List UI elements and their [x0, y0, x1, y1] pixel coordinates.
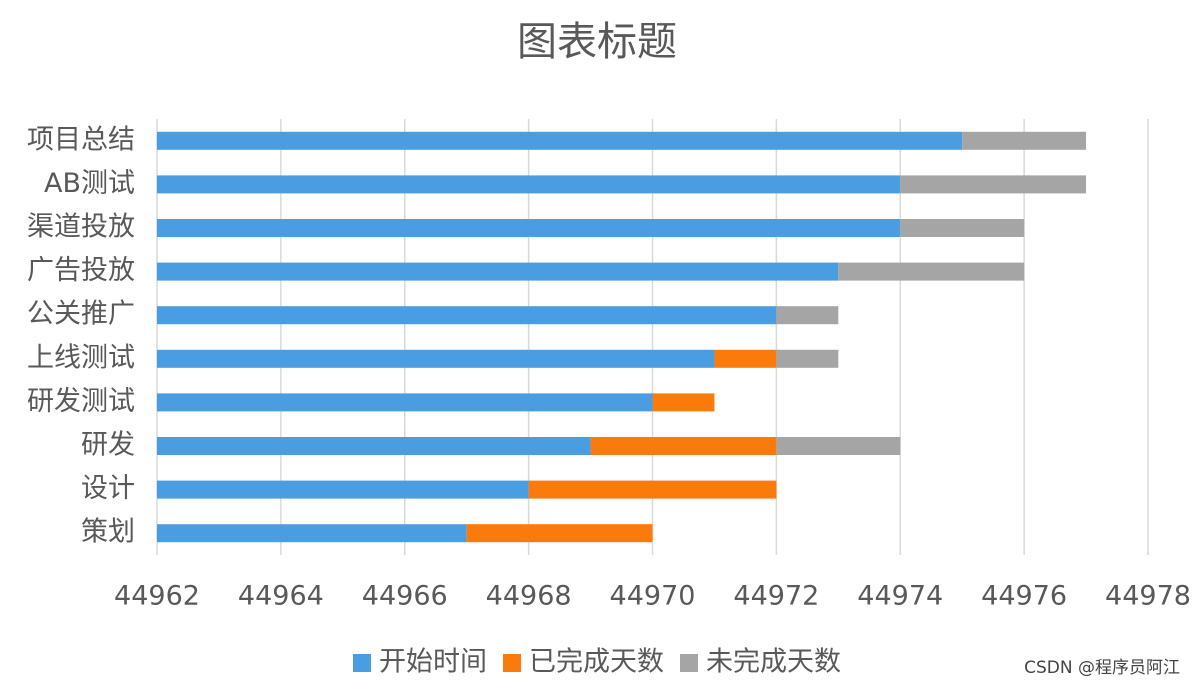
x-tick-label: 44978: [1105, 581, 1191, 612]
y-tick-label: 研发测试: [27, 386, 135, 417]
legend-swatch: [680, 654, 698, 672]
bar-segment: [776, 437, 901, 455]
y-tick-label: 设计: [81, 473, 135, 504]
legend-label: 未完成天数: [706, 647, 841, 678]
bar-segment: [157, 349, 715, 368]
y-tick-label: 研发: [81, 430, 135, 461]
x-tick-label: 44962: [114, 581, 200, 612]
x-tick-label: 44970: [610, 581, 696, 612]
legend-swatch: [353, 654, 371, 672]
bar-segment: [528, 480, 777, 499]
bar-segment: [900, 175, 1087, 194]
x-tick-label: 44972: [733, 581, 819, 612]
legend-label: 已完成天数: [529, 647, 664, 678]
legend-swatch: [503, 654, 521, 672]
bar-segment: [900, 219, 1025, 237]
bar-segment: [157, 524, 467, 543]
y-tick-label: AB测试: [44, 168, 135, 199]
watermark: CSDN @程序员阿江: [1024, 658, 1180, 678]
bar-segment: [157, 131, 963, 150]
x-tick-label: 44966: [362, 581, 448, 612]
y-tick-label: 项目总结: [27, 124, 135, 155]
bar-segment: [652, 393, 715, 412]
y-tick-label: 渠道投放: [27, 212, 135, 243]
bar-segment: [590, 437, 777, 455]
x-tick-label: 44976: [981, 581, 1067, 612]
bar-segment: [157, 219, 901, 237]
y-tick-label: 公关推广: [27, 299, 135, 330]
bar-segment: [776, 349, 839, 368]
bar-segment: [157, 480, 529, 499]
x-tick-label: 44968: [486, 581, 572, 612]
chart-title: 图表标题: [517, 19, 677, 65]
bar-segment: [714, 349, 777, 368]
bar-segment: [157, 306, 777, 325]
bar-segment: [157, 175, 901, 194]
y-tick-label: 上线测试: [27, 342, 135, 373]
bar-segment: [157, 262, 839, 281]
x-tick-label: 44964: [238, 581, 324, 612]
x-tick-label: 44974: [857, 581, 943, 612]
y-tick-label: 策划: [81, 517, 135, 548]
bar-segment: [962, 131, 1087, 150]
bar-segment: [157, 393, 653, 412]
bar-segment: [466, 524, 653, 543]
bar-segment: [776, 306, 839, 325]
y-tick-label: 广告投放: [27, 255, 135, 286]
bar-segment: [157, 437, 591, 455]
legend-label: 开始时间: [379, 647, 487, 678]
bar-segment: [838, 262, 1025, 281]
